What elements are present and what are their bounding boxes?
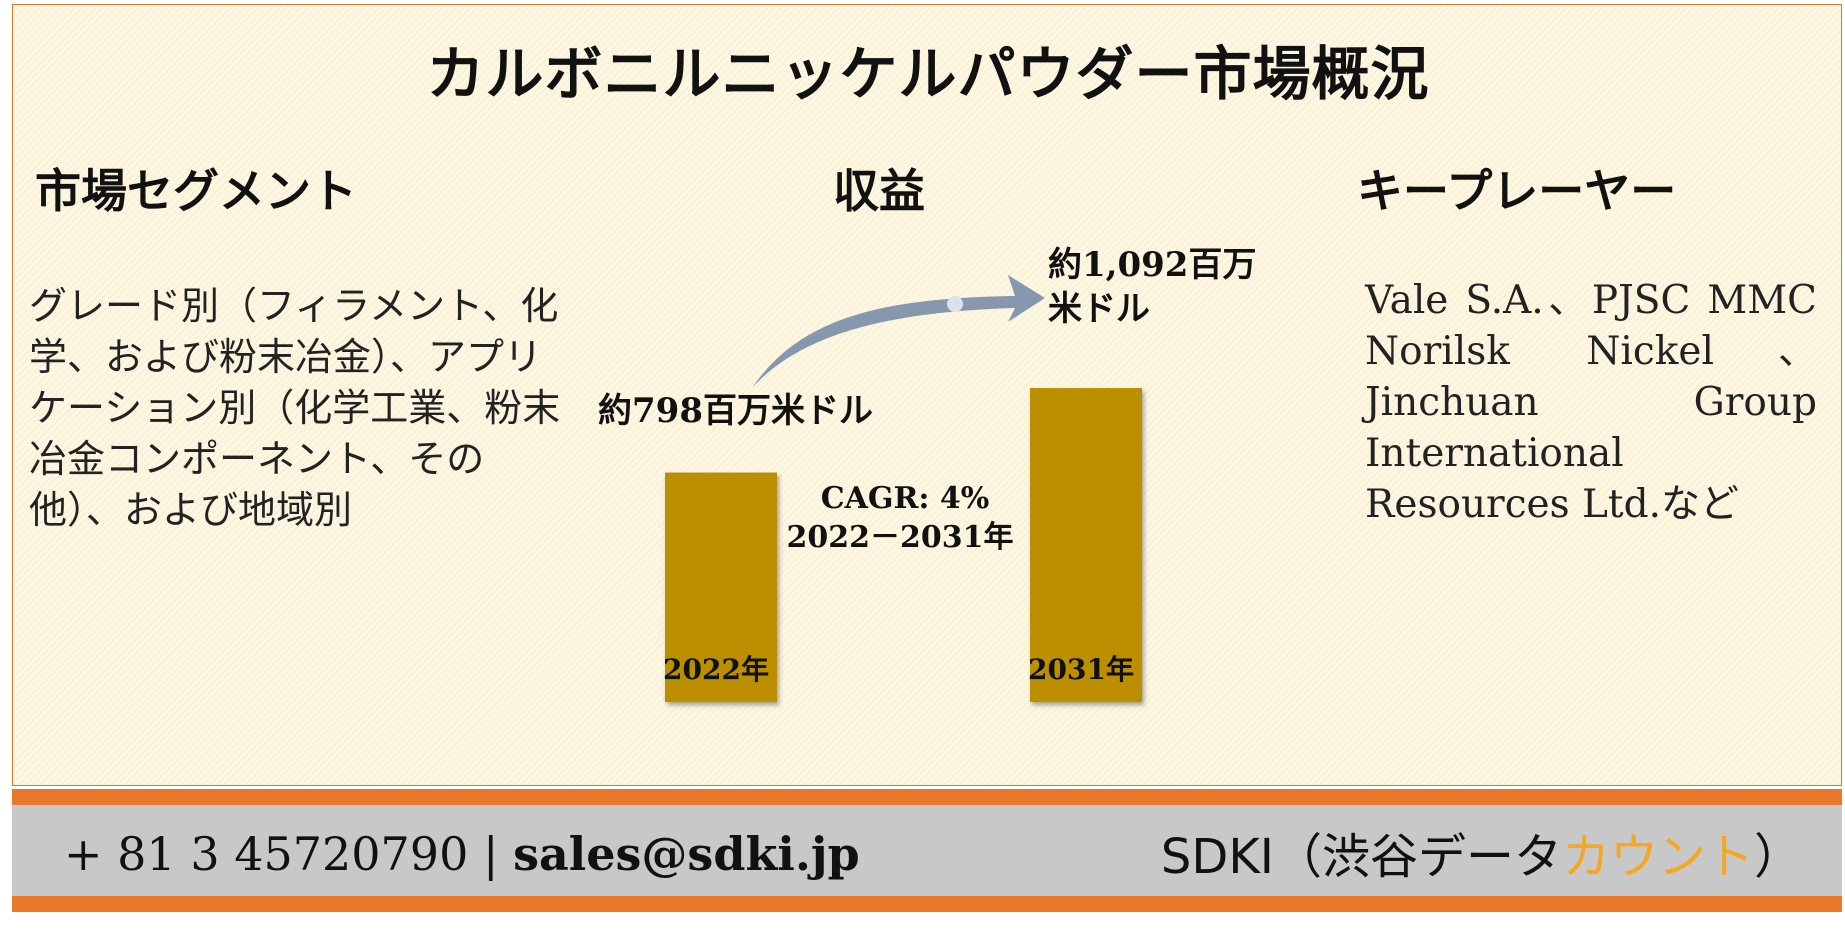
value-label-2022: 約798百万米ドル: [598, 391, 873, 431]
contact-separator: |: [482, 827, 499, 881]
brand-prefix: SDKI（渋谷データ: [1160, 829, 1562, 885]
email-link[interactable]: sales@sdki.jp: [513, 827, 860, 881]
growth-arrow: [752, 275, 1045, 388]
contact-info: + 81 3 45720790 | sales@sdki.jp: [64, 827, 860, 881]
cagr-label-line1: CAGR: 4%: [821, 481, 990, 516]
brand-name: SDKI（渋谷データカウント）: [1161, 817, 1802, 887]
segments-text: グレード別（フィラメント、化学、および粉末冶金）、アプリケーション別（化学工業、…: [29, 284, 561, 532]
bar-2031: [1030, 388, 1142, 702]
cagr-label-line2: 2022－2031年: [787, 520, 1014, 555]
overview-panel: カルボニルニッケルパウダー市場概況 市場セグメント 収益 キープレーヤー グレー…: [12, 4, 1842, 786]
value-label-2031: 約1,092百万米ドル: [1048, 245, 1256, 329]
footer-bottom-band: [12, 896, 1842, 912]
players-text: Vale S.A.、PJSC MMC Norilsk Nickel、Jinchu…: [1365, 278, 1817, 527]
bar-2022: [665, 472, 777, 702]
brand-accent: カウント: [1561, 829, 1754, 885]
category-label: 2031年: [1028, 653, 1134, 686]
category-label: 2022年: [663, 653, 769, 686]
players-heading: キープレーヤー: [1357, 164, 1677, 218]
segments-heading: 市場セグメント: [35, 164, 357, 218]
arrow-dot: [947, 296, 963, 312]
footer-bar: + 81 3 45720790 | sales@sdki.jp SDKI（渋谷デ…: [12, 805, 1842, 896]
phone-number[interactable]: + 81 3 45720790: [64, 827, 469, 881]
page-title: カルボニルニッケルパウダー市場概況: [426, 40, 1430, 108]
footer-top-band: [12, 789, 1842, 805]
revenue-heading: 収益: [833, 164, 925, 218]
brand-suffix: ）: [1753, 829, 1802, 885]
